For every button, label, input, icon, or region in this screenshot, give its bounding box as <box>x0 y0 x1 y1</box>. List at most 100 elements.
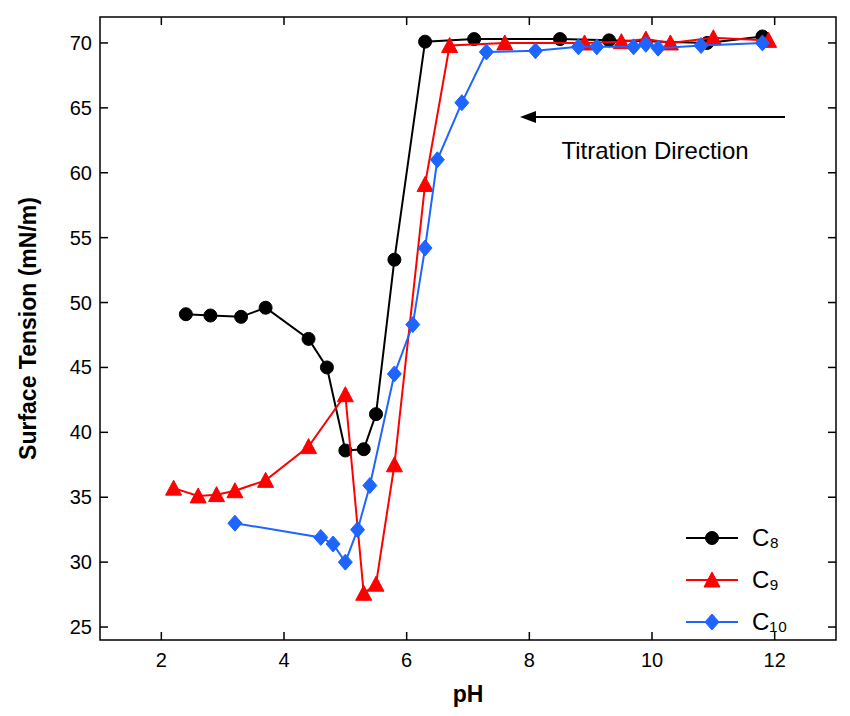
y-tick-right <box>828 432 836 434</box>
data-point <box>356 585 372 600</box>
series-line <box>174 38 769 594</box>
x-tick-top <box>283 17 285 25</box>
legend-label: C₁₀ <box>752 608 787 635</box>
data-point <box>337 387 353 402</box>
y-tick-right <box>828 367 836 369</box>
data-point <box>326 536 340 552</box>
data-point <box>228 515 242 531</box>
x-tick-label: 4 <box>278 649 289 671</box>
y-tick <box>100 432 108 434</box>
x-tick-label: 6 <box>401 649 412 671</box>
legend-label: C₉ <box>752 566 779 593</box>
data-point <box>386 457 402 472</box>
data-point <box>209 487 225 502</box>
x-tick-label: 8 <box>524 649 535 671</box>
y-tick-right <box>828 107 836 109</box>
y-tick-label: 50 <box>70 292 92 314</box>
plot-frame <box>100 17 836 640</box>
x-tick-label: 12 <box>764 649 786 671</box>
data-point <box>363 478 377 494</box>
y-tick-right <box>828 302 836 304</box>
data-point <box>528 43 542 59</box>
data-point <box>166 480 182 495</box>
data-point <box>259 301 272 314</box>
annotation-arrowhead <box>520 111 536 123</box>
legend: C₈ C₉ C₁₀ <box>686 524 787 635</box>
data-point <box>388 253 401 266</box>
legend-label: C₈ <box>752 524 779 551</box>
x-tick <box>283 632 285 640</box>
y-tick-right <box>828 496 836 498</box>
data-point <box>590 39 604 55</box>
x-tick <box>406 632 408 640</box>
chart: 2468101225303540455055606570pHSurface Te… <box>0 0 850 716</box>
annotation-arrow <box>532 116 785 118</box>
data-point <box>320 361 333 374</box>
y-tick-right <box>828 172 836 174</box>
data-point <box>430 152 444 168</box>
data-point <box>639 36 653 52</box>
data-point <box>357 443 370 456</box>
series-group <box>166 30 777 601</box>
data-point <box>235 310 248 323</box>
y-tick-label: 65 <box>70 97 92 119</box>
data-point <box>418 240 432 256</box>
legend-marker <box>704 572 720 587</box>
y-tick-right <box>828 626 836 628</box>
data-point <box>419 35 432 48</box>
y-tick-label: 30 <box>70 551 92 573</box>
annotation: Titration Direction <box>561 137 748 164</box>
y-tick <box>100 42 108 44</box>
data-point <box>627 39 641 55</box>
x-tick-top <box>529 17 531 25</box>
data-point <box>442 38 458 53</box>
x-tick-top <box>651 17 653 25</box>
legend-marker <box>705 614 719 630</box>
y-tick <box>100 367 108 369</box>
data-point <box>227 483 243 498</box>
data-point <box>705 30 721 45</box>
data-point <box>571 39 585 55</box>
data-point <box>497 35 513 50</box>
data-point <box>204 309 217 322</box>
y-tick <box>100 496 108 498</box>
data-point <box>370 408 383 421</box>
y-tick <box>100 237 108 239</box>
data-point <box>368 576 384 591</box>
y-tick-label: 25 <box>70 616 92 638</box>
y-tick-label: 45 <box>70 356 92 378</box>
data-point <box>351 522 365 538</box>
x-tick <box>161 632 163 640</box>
x-tick-label: 10 <box>641 649 663 671</box>
data-point <box>179 308 192 321</box>
y-tick-right <box>828 42 836 44</box>
legend-marker <box>706 532 719 545</box>
y-tick <box>100 561 108 563</box>
x-tick-top <box>406 17 408 25</box>
x-tick <box>529 632 531 640</box>
y-tick-right <box>828 561 836 563</box>
data-point <box>387 366 401 382</box>
data-point <box>338 554 352 570</box>
y-tick-label: 70 <box>70 32 92 54</box>
data-point <box>417 176 433 191</box>
data-point <box>603 34 616 47</box>
y-tick-label: 60 <box>70 162 92 184</box>
x-tick-label: 2 <box>156 649 167 671</box>
y-tick <box>100 172 108 174</box>
y-tick-label: 40 <box>70 421 92 443</box>
y-axis-title: Surface Tension (mN/m) <box>15 197 41 460</box>
series-line <box>186 36 763 450</box>
y-tick-label: 55 <box>70 227 92 249</box>
data-point <box>406 317 420 333</box>
data-point <box>694 38 708 54</box>
x-tick-top <box>161 17 163 25</box>
y-tick <box>100 626 108 628</box>
x-tick-top <box>774 17 776 25</box>
data-point <box>479 44 493 60</box>
data-point <box>651 40 665 56</box>
data-point <box>755 35 769 51</box>
y-tick-right <box>828 237 836 239</box>
data-point <box>314 529 328 545</box>
data-point <box>190 488 206 503</box>
